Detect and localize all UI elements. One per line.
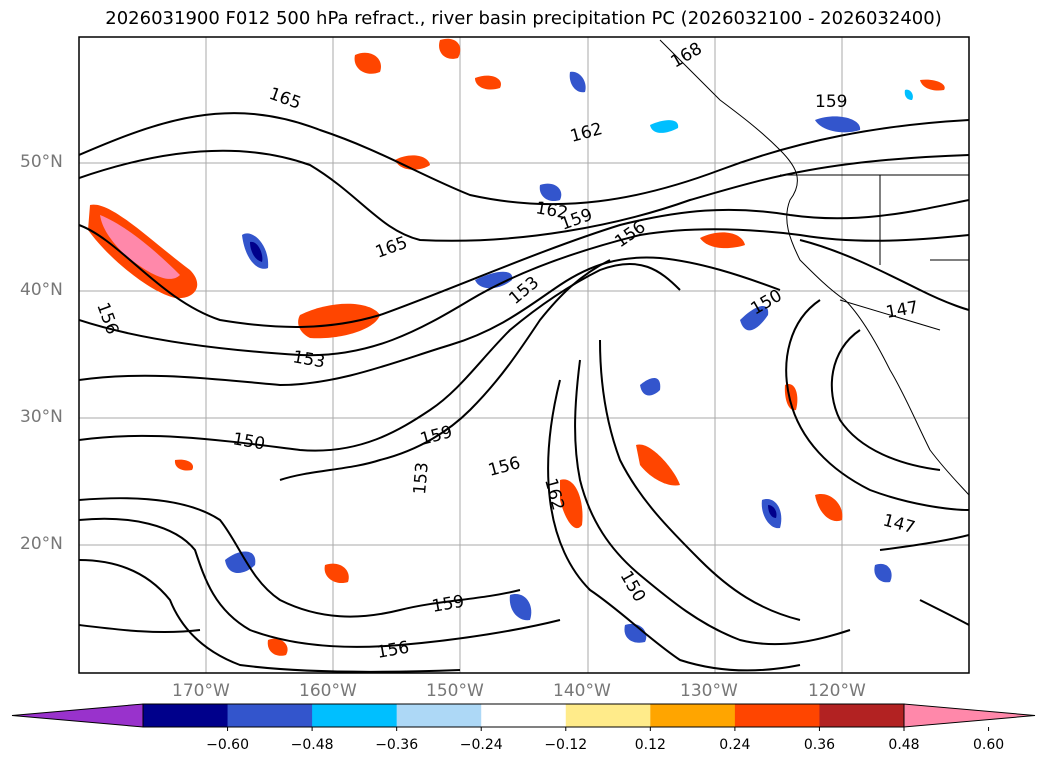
colorbar-segments [11, 703, 1036, 728]
coastlines [659, 39, 969, 496]
positive-anomaly-northwest [88, 38, 945, 656]
lon-label-130w: 130°W [680, 681, 738, 701]
colorbar-tick-label: −0.60 [206, 737, 249, 753]
contour-label: 153 [410, 461, 433, 495]
lon-label-120w: 120°W [808, 681, 866, 701]
colorbar-tick-label: −0.24 [459, 737, 503, 753]
colorbar-tick-label: 0.60 [972, 737, 1005, 753]
lat-label-20n: 20°N [20, 534, 63, 554]
colorbar-segment [227, 704, 313, 727]
colorbar-tick-label: 0.12 [634, 737, 666, 753]
refractivity-contours [79, 112, 969, 673]
colorbar-tick-label: −0.36 [375, 737, 419, 753]
colorbar-segment [396, 704, 482, 727]
lon-label-140w: 140°W [553, 681, 611, 701]
colorbar-tick-label: −0.48 [290, 737, 334, 753]
map-frame [78, 36, 970, 674]
lon-label-150w: 150°W [426, 681, 484, 701]
colorbar-tick-label: 0.48 [888, 737, 920, 753]
colorbar-frame [142, 703, 905, 728]
colorbar-segment [143, 704, 229, 727]
lon-label-160w: 160°W [299, 681, 357, 701]
map-title: 2026031900 F012 500 hPa refract., river … [105, 8, 942, 29]
colorbar-under-triangle [11, 703, 144, 728]
colorbar-segment [650, 704, 736, 727]
colorbar-segment [819, 704, 905, 727]
lon-label-170w: 170°W [172, 681, 230, 701]
colorbar-tick-label: 0.24 [719, 737, 751, 753]
negative-anomaly [225, 71, 913, 643]
lat-label-40n: 40°N [20, 280, 63, 300]
colorbar-tick-label: −0.12 [544, 737, 588, 753]
precip-shading [88, 38, 945, 656]
map-background [79, 37, 969, 673]
lat-label-30n: 30°N [20, 407, 63, 427]
colorbar-segment [734, 704, 820, 727]
graticule [79, 37, 969, 673]
colorbar-segment [312, 704, 398, 727]
lat-label-50n: 50°N [20, 152, 63, 172]
colorbar-segment [565, 704, 651, 727]
colorbar-over-triangle [903, 703, 1036, 728]
colorbar-tick-label: 0.36 [803, 737, 836, 753]
contour-label: 159 [815, 92, 847, 112]
colorbar-segment [481, 704, 567, 727]
